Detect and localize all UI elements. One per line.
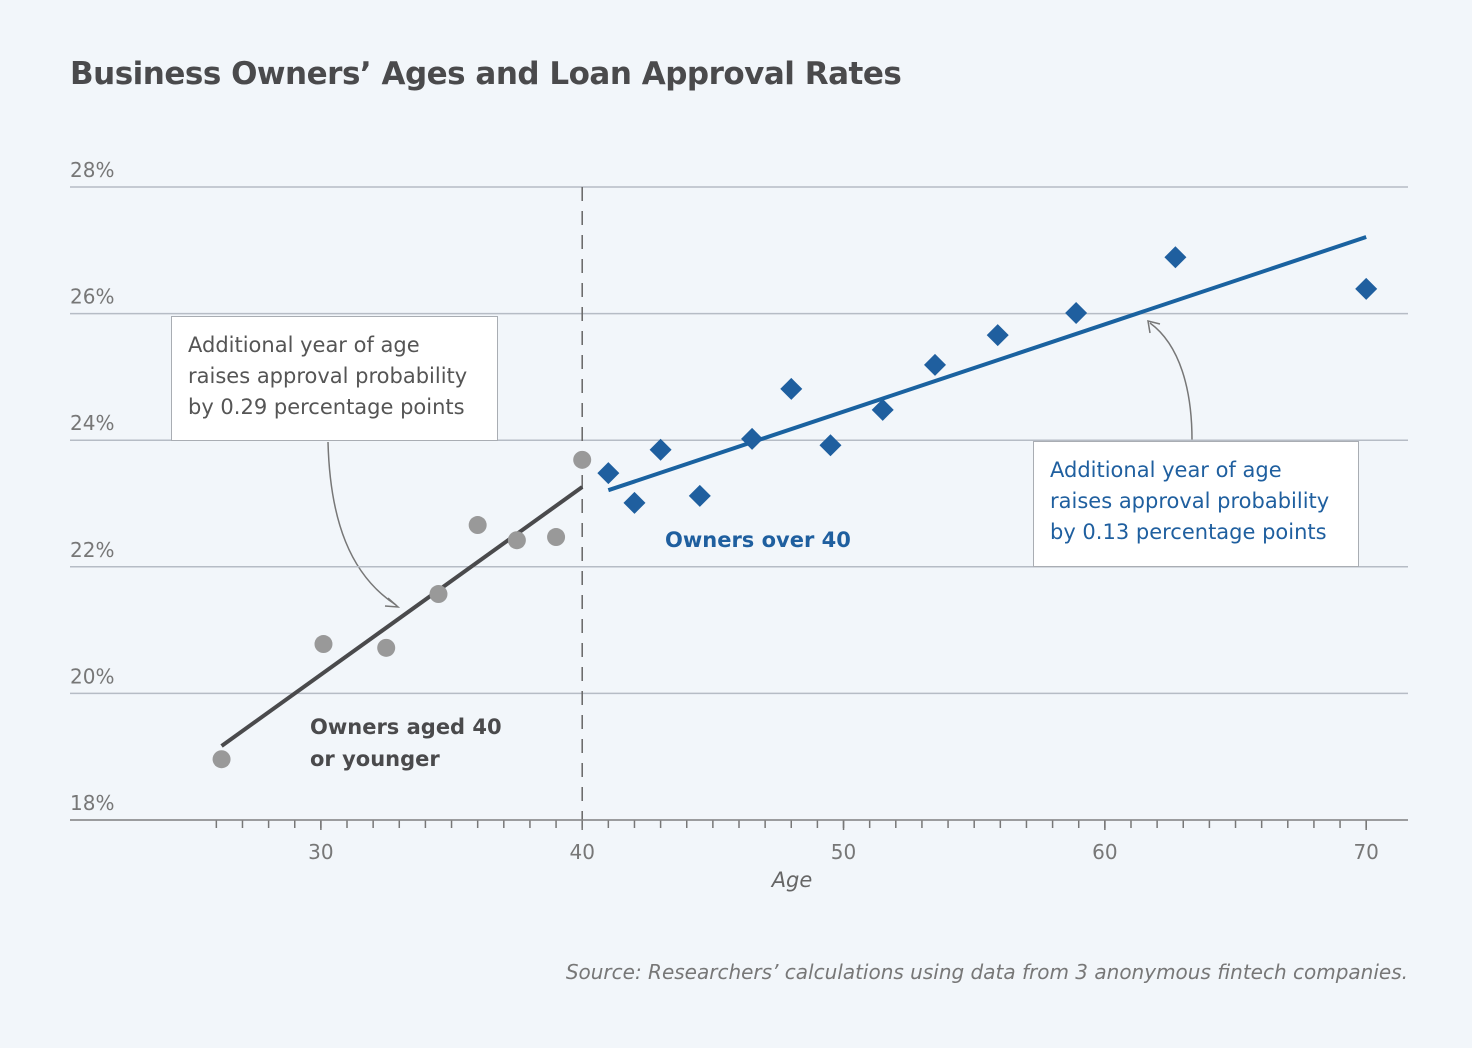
point bbox=[314, 635, 333, 654]
point bbox=[623, 491, 646, 514]
x-axis-label: Age bbox=[771, 868, 813, 892]
arrow bbox=[327, 441, 397, 606]
annotation-line: raises approval probability bbox=[188, 364, 468, 388]
y-tick-label: 28% bbox=[70, 158, 114, 182]
x-tick-label: 70 bbox=[1353, 840, 1378, 864]
x-tick-label: 40 bbox=[569, 840, 594, 864]
y-tick-label: 20% bbox=[70, 664, 114, 688]
point bbox=[468, 516, 487, 535]
annotation-line: Additional year of age bbox=[1050, 458, 1282, 482]
annotation-box: Additional year of age raises approval p… bbox=[171, 316, 498, 441]
point bbox=[573, 450, 592, 469]
point bbox=[688, 484, 711, 507]
point bbox=[986, 324, 1009, 347]
point bbox=[597, 462, 620, 485]
x-tick-label: 60 bbox=[1092, 840, 1117, 864]
source: Source: Researchers’ calculations using … bbox=[565, 960, 1408, 984]
fit-line bbox=[607, 235, 1367, 493]
y-tick-label: 22% bbox=[70, 538, 114, 562]
point bbox=[1355, 277, 1378, 300]
y-tick-label: 26% bbox=[70, 285, 114, 309]
fit-line bbox=[220, 485, 584, 748]
x-tick-label: 50 bbox=[831, 840, 856, 864]
point bbox=[429, 585, 448, 604]
annotation-line: by 0.13 percentage points bbox=[1050, 520, 1327, 544]
y-tick-label: 24% bbox=[70, 411, 114, 435]
point bbox=[1164, 246, 1187, 269]
arrow bbox=[1149, 322, 1193, 441]
annotation-line: Additional year of age bbox=[188, 333, 420, 357]
arrow-head bbox=[1147, 319, 1161, 334]
annotation-box: Additional year of age raises approval p… bbox=[1033, 441, 1359, 567]
y-tick-label: 18% bbox=[70, 791, 114, 815]
point bbox=[871, 398, 894, 421]
point bbox=[923, 353, 946, 376]
point bbox=[741, 427, 764, 450]
point bbox=[547, 528, 566, 547]
point bbox=[377, 638, 396, 657]
point bbox=[507, 531, 526, 550]
point bbox=[1065, 301, 1088, 324]
x-tick-label: 30 bbox=[308, 840, 333, 864]
annotation-line: by 0.29 percentage points bbox=[188, 395, 465, 419]
point bbox=[212, 750, 231, 769]
arrow-head bbox=[384, 597, 401, 608]
point bbox=[780, 377, 803, 400]
series-label: Owners aged 40 or younger bbox=[310, 715, 502, 771]
annotation-line: raises approval probability bbox=[1050, 489, 1330, 513]
chart-title: Business Owners’ Ages and Loan Approval … bbox=[70, 56, 902, 92]
point bbox=[819, 434, 842, 457]
series-label: Owners over 40 bbox=[665, 528, 851, 552]
point bbox=[649, 438, 672, 461]
